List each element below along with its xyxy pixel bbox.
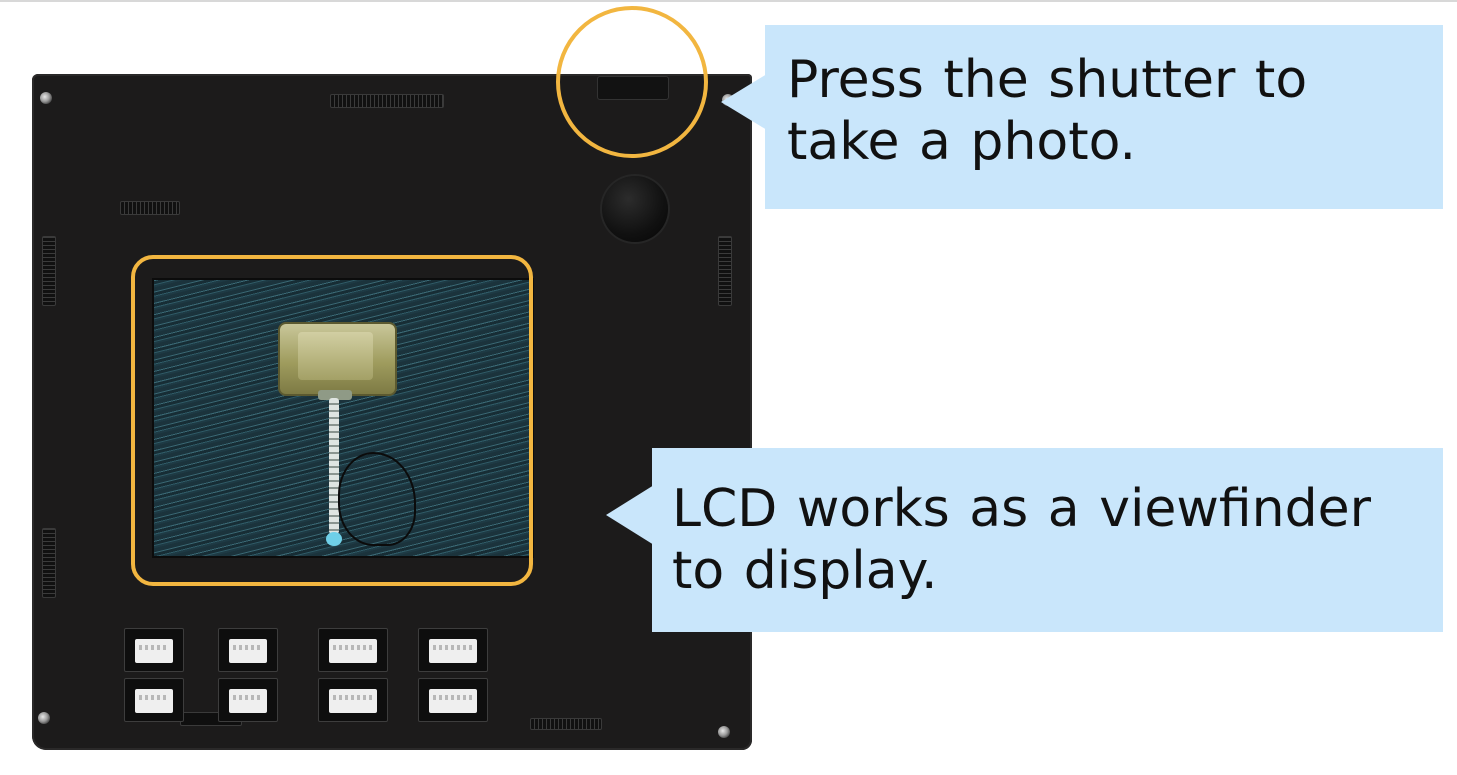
left-switch [120, 201, 180, 215]
port-connector-icon [124, 678, 184, 722]
left-side-slot [42, 236, 56, 306]
port-connector-icon [218, 628, 278, 672]
left-side-slot-lower [42, 528, 56, 598]
right-side-slot [718, 236, 732, 306]
hammer-strap-image [338, 452, 416, 546]
hammer-neck-image [318, 390, 352, 400]
port-connector-icon [318, 628, 388, 672]
shutter-callout: Press the shutter to take a photo. [765, 25, 1443, 209]
port-connector-icon [218, 678, 278, 722]
port-connector-icon [418, 628, 488, 672]
shutter-callout-pointer [721, 74, 767, 130]
top-divider [0, 0, 1457, 2]
screw-icon [40, 92, 52, 104]
bottom-slot [530, 718, 602, 730]
lcd-highlight-frame [131, 255, 533, 586]
shutter-callout-text: Press the shutter to take a photo. [787, 50, 1308, 172]
lcd-callout-pointer [606, 485, 654, 545]
lcd-callout-text: LCD works as a viewfinder to display. [672, 479, 1372, 601]
port-connector-icon [418, 678, 488, 722]
hammer-handle-image [329, 398, 339, 534]
screw-icon [38, 712, 50, 724]
screw-icon [718, 726, 730, 738]
shutter-highlight-circle [556, 6, 708, 158]
hammer-tip-image [326, 532, 342, 546]
top-slot [330, 94, 444, 108]
lcd-callout: LCD works as a viewfinder to display. [652, 448, 1443, 632]
port-connector-icon [124, 628, 184, 672]
port-connector-icon [318, 678, 388, 722]
shutter-button-icon[interactable] [602, 176, 668, 242]
